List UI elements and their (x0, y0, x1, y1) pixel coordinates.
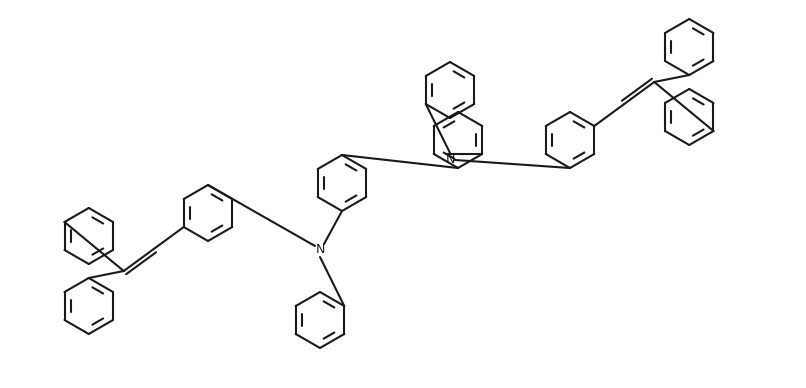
Text: N: N (445, 154, 455, 166)
Text: N: N (315, 244, 325, 256)
